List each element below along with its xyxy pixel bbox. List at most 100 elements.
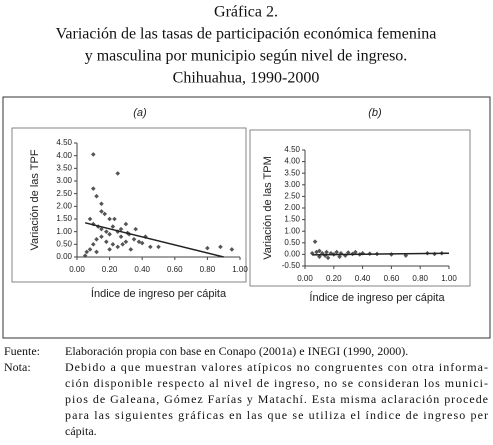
x-tick-label: 0.00 — [69, 265, 85, 274]
x-tick-label: 0.40 — [134, 265, 150, 274]
point — [91, 186, 96, 191]
point — [110, 242, 116, 247]
y-tick-label: 3.50 — [56, 163, 72, 172]
point — [128, 247, 134, 252]
point — [102, 211, 108, 217]
point — [94, 236, 99, 242]
point — [218, 244, 223, 250]
point — [317, 254, 322, 260]
point — [87, 216, 93, 222]
point — [324, 249, 329, 255]
panel-title: (b) — [368, 107, 382, 119]
x-tick-label: 0.60 — [167, 265, 183, 274]
point — [403, 253, 409, 258]
y-tick-label: 2.50 — [284, 192, 300, 201]
note-line: ción disponible respecto al nivel de ing… — [65, 376, 488, 390]
point — [104, 229, 109, 234]
point — [139, 240, 145, 246]
x-tick-label: 0.20 — [326, 274, 342, 283]
point — [131, 236, 137, 242]
y-tick-label: 3.00 — [284, 180, 300, 189]
y-tick-label: 0.50 — [56, 239, 72, 248]
point — [120, 242, 125, 247]
y-tick-label: 0.00 — [284, 250, 300, 259]
panel-frame — [11, 127, 247, 283]
y-tick-label: 3.00 — [56, 176, 72, 185]
y-tick-label: 4.00 — [56, 151, 72, 160]
point — [91, 152, 96, 157]
panel-frame — [249, 129, 471, 287]
point — [115, 244, 121, 250]
x-axis-label: Índice de ingreso per cápita — [91, 287, 227, 300]
panel-title: (a) — [133, 107, 147, 119]
point — [118, 234, 124, 240]
point — [314, 249, 319, 255]
point — [84, 249, 90, 255]
heading-line: Chihuahua, 1990-2000 — [173, 70, 320, 87]
x-axis-label: Índice de ingreso per cápita — [309, 291, 445, 304]
point — [99, 234, 104, 240]
point — [118, 226, 124, 232]
point — [107, 247, 112, 252]
heading-line: Gráfica 2. — [214, 4, 278, 21]
y-tick-label: 3.50 — [284, 168, 300, 177]
source-label: Fuente: — [4, 344, 40, 358]
point — [82, 253, 88, 259]
point — [156, 244, 161, 250]
point — [337, 254, 342, 260]
point — [94, 249, 99, 255]
point — [107, 231, 112, 237]
point — [99, 209, 104, 214]
point — [148, 244, 153, 250]
point — [205, 245, 210, 251]
point — [312, 239, 318, 244]
y-tick-label: 2.50 — [56, 189, 72, 198]
x-tick-label: 0.60 — [384, 274, 400, 283]
x-tick-label: 0.40 — [355, 274, 371, 283]
trend-line — [312, 252, 450, 256]
y-tick-label: 4.50 — [56, 138, 72, 147]
point — [123, 239, 129, 245]
y-tick-label: 4.50 — [284, 145, 300, 154]
point — [99, 201, 104, 207]
point — [91, 242, 96, 247]
x-tick-label: 0.00 — [297, 274, 313, 283]
frame — [2, 96, 491, 339]
point — [94, 193, 99, 199]
y-axis-label: Variación de las TPF — [29, 149, 41, 250]
trend-line — [84, 222, 224, 258]
source: Elaboración propia con base en Conapo (2… — [65, 344, 408, 358]
point — [353, 249, 358, 255]
y-tick-label: 0.50 — [284, 238, 300, 247]
y-tick-label: 2.00 — [56, 201, 72, 210]
point — [115, 229, 121, 234]
y-tick-label: 1.50 — [284, 215, 300, 224]
point — [343, 253, 348, 258]
point — [112, 216, 117, 222]
note-line: cápita. — [65, 424, 97, 438]
heading-line: Variación de las tasas de participación … — [56, 26, 437, 43]
y-tick-label: 4.00 — [284, 157, 300, 166]
y-tick-label: 1.00 — [284, 226, 300, 235]
point — [87, 247, 93, 252]
x-tick-label: 0.80 — [412, 274, 428, 283]
heading-line: y masculina por municipio según nivel de… — [85, 48, 408, 65]
point — [107, 216, 112, 222]
y-tick-label: 0.00 — [56, 252, 72, 261]
x-tick-label: 1.00 — [232, 265, 248, 274]
point — [325, 255, 331, 261]
note-label: Nota: — [4, 360, 31, 374]
point — [104, 239, 109, 245]
y-tick-label: -0.50 — [282, 261, 301, 270]
y-axis-label: Variación de las TPM — [262, 156, 274, 260]
note-line: Debido a que muestran valores atípicos n… — [65, 360, 488, 374]
point — [334, 249, 339, 255]
point — [115, 171, 121, 176]
point — [133, 226, 138, 232]
x-tick-label: 0.80 — [200, 265, 216, 274]
point — [99, 226, 104, 232]
point — [229, 247, 235, 252]
y-tick-label: 2.00 — [284, 203, 300, 212]
